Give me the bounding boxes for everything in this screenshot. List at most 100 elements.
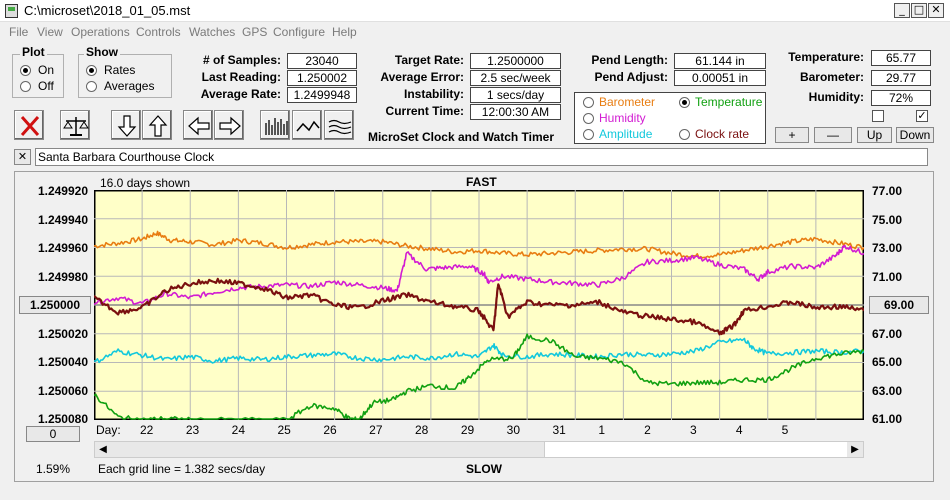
menu-file[interactable]: File — [9, 25, 29, 39]
grid-note: Each grid line = 1.382 secs/day — [98, 462, 266, 476]
samples-field: 23040 — [287, 53, 357, 69]
humidity-option-label: Humidity — [599, 111, 646, 125]
left-tick-label: 1.250080 — [37, 412, 88, 426]
center-value-button[interactable]: 1.250000 — [19, 296, 91, 314]
right-tick-label: 77.00 — [872, 184, 903, 198]
barometer-option-label: Barometer — [599, 95, 656, 109]
day-tick-label: 28 — [415, 423, 429, 437]
menu-watches[interactable]: Watches — [189, 25, 236, 39]
note-field[interactable]: Santa Barbara Courthouse Clock — [35, 148, 928, 166]
day-tick-label: 3 — [690, 423, 697, 437]
day-axis-label: Day: — [96, 423, 121, 437]
amplitude-radio[interactable] — [583, 129, 594, 140]
note-text: Santa Barbara Courthouse Clock — [38, 150, 215, 164]
day-tick-label: 22 — [140, 423, 154, 437]
horizontal-scrollbar[interactable]: ◀ ▶ — [94, 441, 864, 458]
day-tick-label: 1 — [598, 423, 606, 437]
day-tick-label: 26 — [323, 423, 337, 437]
temperature-radio[interactable] — [679, 97, 690, 108]
humidity-label: Humidity: — [808, 90, 864, 104]
temperature-label: Temperature: — [788, 50, 864, 64]
day-tick-label: 30 — [506, 423, 521, 437]
right-tick-label: 61.00 — [872, 412, 903, 426]
day-tick-label: 31 — [552, 423, 566, 437]
clock-rate-radio[interactable] — [679, 129, 690, 140]
left-tick-label: 1.249920 — [37, 184, 88, 198]
show-averages-radio[interactable] — [86, 81, 97, 92]
scroll-right-icon[interactable]: ▶ — [851, 444, 859, 455]
smooth-graph-icon[interactable] — [324, 110, 354, 140]
percent-readout: 1.59% — [36, 462, 71, 476]
last-reading-label: Last Reading: — [201, 70, 281, 84]
average-error-field: 2.5 sec/week — [470, 70, 561, 86]
graph-panel — [14, 171, 934, 482]
menu-bar: File View Operations Controls Watches GP… — [0, 22, 950, 42]
day-tick-label: 2 — [644, 423, 651, 437]
show-rates-radio[interactable] — [86, 65, 97, 76]
app-icon — [5, 4, 18, 18]
barometer-field: 29.77 — [871, 70, 931, 86]
day-tick-label: 27 — [369, 423, 383, 437]
current-time-label: Current Time: — [385, 104, 464, 118]
scale-up-button[interactable]: Up — [857, 127, 892, 143]
balance-scale-icon[interactable] — [60, 110, 90, 140]
right-tick-label: 71.00 — [872, 270, 903, 284]
maximize-icon[interactable]: □ — [911, 3, 927, 18]
day-tick-label: 29 — [460, 423, 475, 437]
arrow-left-icon[interactable] — [183, 110, 213, 140]
checkbox-right[interactable]: ✓ — [916, 109, 928, 122]
line-graph-icon[interactable] — [292, 110, 322, 140]
plot-off-radio[interactable] — [20, 81, 31, 92]
temperature-series-line — [94, 333, 864, 420]
left-tick-label: 1.250060 — [37, 384, 88, 398]
plot-off-label: Off — [38, 79, 54, 93]
humidity-radio[interactable] — [583, 113, 594, 124]
scroll-thumb[interactable] — [544, 442, 847, 457]
clock-rate-option-label: Clock rate — [695, 127, 750, 141]
close-icon[interactable]: ✕ — [928, 3, 944, 18]
menu-configure[interactable]: Configure — [273, 25, 326, 39]
window-title: C:\microset\2018_01_05.mst — [24, 3, 191, 18]
left-tick-label: 1.249940 — [37, 213, 88, 227]
clear-icon[interactable] — [14, 110, 44, 140]
minimize-icon[interactable]: _ — [894, 3, 910, 18]
menu-gps[interactable]: GPS — [242, 25, 268, 39]
day-tick-label: 25 — [277, 423, 291, 437]
pend-length-field[interactable]: 61.144 in — [674, 53, 766, 69]
pend-adjust-field[interactable]: 0.00051 in — [674, 70, 766, 86]
scroll-left-icon[interactable]: ◀ — [99, 444, 107, 455]
barometer-radio[interactable] — [583, 97, 594, 108]
humidity-series-line — [94, 244, 864, 306]
barometer-series-line — [94, 230, 864, 259]
menu-view[interactable]: View — [37, 25, 63, 39]
checkbox-left[interactable] — [872, 110, 884, 122]
amplitude-option-label: Amplitude — [599, 127, 653, 141]
scale-down-button[interactable]: Down — [896, 127, 934, 143]
right-tick-label: 67.00 — [872, 327, 903, 341]
app-title: MicroSet Clock and Watch Timer — [367, 130, 555, 144]
show-group-title: Show — [84, 45, 120, 59]
scale-minus-button[interactable]: — — [814, 127, 852, 143]
offset-button[interactable]: 0 — [26, 426, 80, 442]
plot-group-title: Plot — [20, 45, 47, 59]
bar-graph-icon[interactable] — [260, 110, 290, 140]
title-bar: C:\microset\2018_01_05.mst _ □ ✕ — [0, 0, 950, 22]
fast-label: FAST — [466, 175, 497, 189]
instability-label: Instability: — [403, 87, 464, 101]
left-tick-label: 1.249960 — [37, 241, 88, 255]
arrow-down-icon[interactable] — [111, 110, 141, 140]
temperature-field: 65.77 — [871, 50, 931, 66]
menu-controls[interactable]: Controls — [136, 25, 181, 39]
plot-on-label: On — [38, 63, 55, 77]
humidity-field: 72% — [871, 90, 931, 106]
menu-help[interactable]: Help — [332, 25, 357, 39]
right-center-button[interactable]: 69.00 — [869, 296, 929, 314]
average-rate-field: 1.2499948 — [287, 87, 357, 103]
scale-plus-button[interactable]: + — [775, 127, 809, 143]
note-close-button[interactable]: ✕ — [14, 149, 31, 165]
menu-operations[interactable]: Operations — [71, 25, 130, 39]
plot-on-radio[interactable] — [20, 65, 31, 76]
arrow-up-icon[interactable] — [142, 110, 172, 140]
target-rate-field[interactable]: 1.2500000 — [470, 53, 561, 69]
arrow-right-icon[interactable] — [214, 110, 244, 140]
